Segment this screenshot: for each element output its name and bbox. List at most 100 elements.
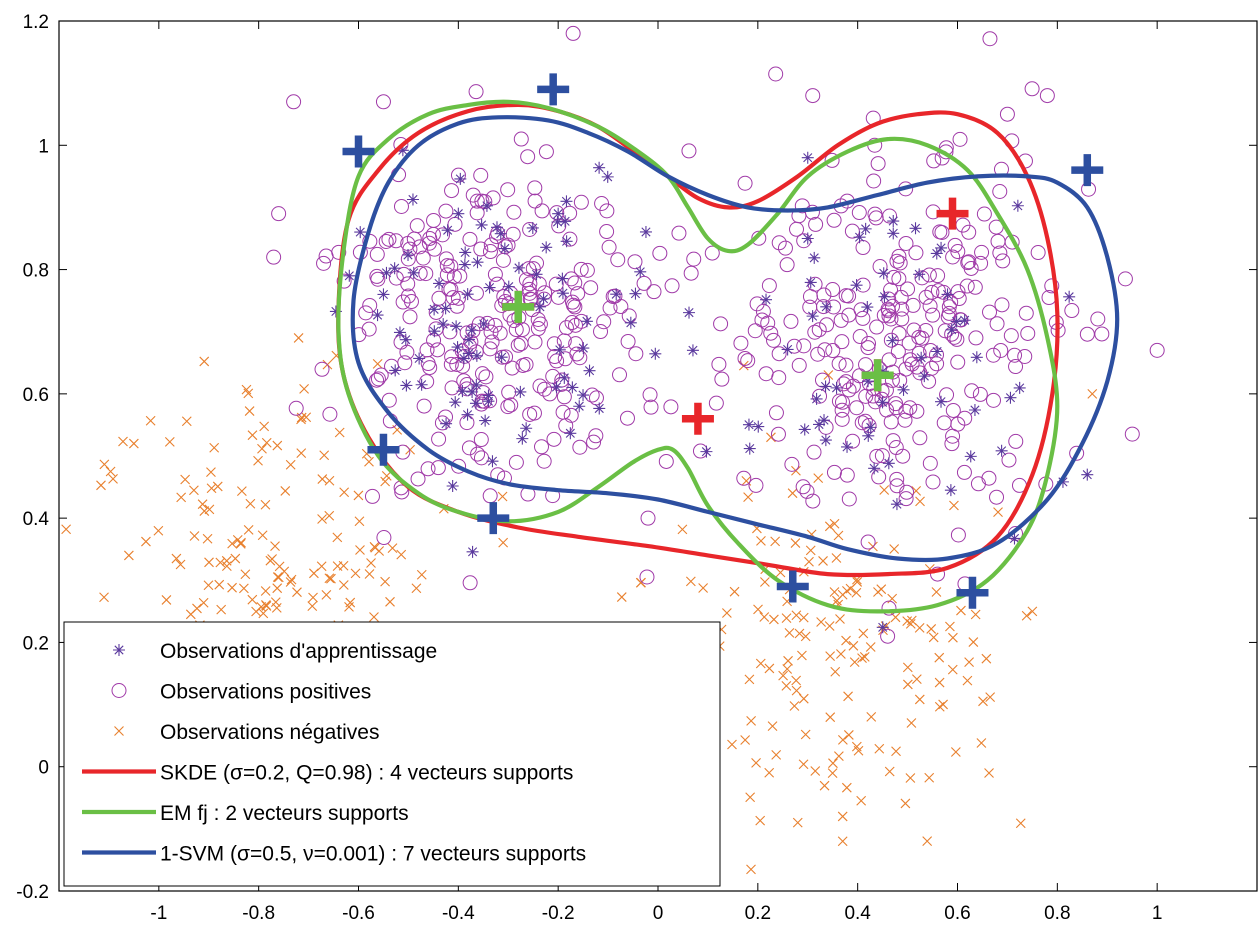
positive-point xyxy=(286,94,302,110)
legend-swatch-negative xyxy=(114,726,124,736)
positive-point xyxy=(430,460,446,476)
negative-point xyxy=(949,500,959,511)
positive-point xyxy=(1030,245,1046,261)
positive-point xyxy=(807,324,823,340)
negative-point xyxy=(858,628,869,639)
negative-point xyxy=(766,432,776,443)
positive-point xyxy=(1117,271,1133,287)
negative-point xyxy=(829,518,840,529)
negative-point xyxy=(931,587,942,597)
positive-point xyxy=(945,402,961,418)
negative-point xyxy=(813,473,824,483)
positive-point xyxy=(1008,359,1024,375)
training-point xyxy=(449,396,462,409)
training-point xyxy=(495,351,508,364)
negative-point xyxy=(767,721,778,732)
training-point xyxy=(512,261,525,274)
legend: Observations d'apprentissage Observations… xyxy=(63,621,721,887)
negative-point xyxy=(884,766,895,777)
positive-point xyxy=(708,395,724,411)
positive-point xyxy=(825,343,841,359)
negative-point xyxy=(760,577,770,587)
positive-point xyxy=(520,149,536,165)
positive-point xyxy=(799,483,815,499)
positive-point xyxy=(889,471,905,487)
positive-point xyxy=(565,25,581,41)
negative-point xyxy=(818,556,828,566)
positive-point xyxy=(784,456,800,472)
positive-point xyxy=(771,346,787,362)
training-point xyxy=(329,305,342,318)
x-tick-label: 0.4 xyxy=(844,903,871,924)
positive-point xyxy=(761,278,777,294)
positive-point xyxy=(841,382,857,398)
negative-point xyxy=(257,530,268,541)
svm-support-vector xyxy=(477,502,510,535)
negative-point xyxy=(180,474,191,485)
negative-point xyxy=(332,561,343,571)
positive-point xyxy=(941,299,957,315)
negative-point xyxy=(866,712,877,722)
negative-point xyxy=(308,592,318,603)
training-point xyxy=(968,404,981,417)
positive-point xyxy=(918,289,934,305)
negative-point xyxy=(216,604,227,615)
svm-support-vector xyxy=(956,576,989,609)
negative-point xyxy=(338,580,349,590)
positive-point xyxy=(416,398,432,414)
positive-point xyxy=(869,319,885,335)
positive-point xyxy=(870,156,886,172)
negative-point xyxy=(891,746,901,757)
training-point xyxy=(502,280,515,293)
negative-point xyxy=(857,653,867,664)
positive-point xyxy=(824,152,840,168)
positive-point xyxy=(737,175,753,191)
positive-point xyxy=(557,351,573,367)
em-boundary xyxy=(336,99,1060,614)
negative-point xyxy=(105,466,116,477)
negative-point xyxy=(332,532,343,543)
training-point xyxy=(477,317,490,330)
support-vectors xyxy=(342,73,1104,609)
positive-point xyxy=(964,383,980,399)
training-point xyxy=(583,364,596,377)
negative-point xyxy=(175,559,186,570)
negative-point xyxy=(321,589,332,600)
negative-point xyxy=(805,545,816,556)
training-point xyxy=(577,342,590,355)
positive-point xyxy=(431,290,447,306)
legend-swatch-training xyxy=(113,644,125,656)
training-point xyxy=(964,450,977,463)
negative-point xyxy=(259,421,270,432)
training-point xyxy=(465,324,478,337)
positive-point xyxy=(909,403,925,419)
positive-point xyxy=(992,245,1008,261)
positive-point xyxy=(664,278,680,294)
training-point xyxy=(950,315,963,328)
training-point xyxy=(813,418,826,431)
negative-point xyxy=(819,780,830,791)
positive-point xyxy=(974,244,990,260)
positive-point xyxy=(465,323,481,339)
negative-point xyxy=(744,674,755,685)
positive-point xyxy=(536,453,552,469)
training-point xyxy=(550,381,563,394)
positive-point xyxy=(921,373,937,389)
training-point xyxy=(377,288,390,301)
positive-point xyxy=(844,223,860,239)
training-point xyxy=(853,231,866,244)
negative-point xyxy=(924,772,935,783)
positive-point xyxy=(375,94,391,110)
negative-point xyxy=(759,612,770,622)
positive-point xyxy=(686,251,702,267)
training-point xyxy=(454,172,467,185)
positive-point xyxy=(1124,426,1140,442)
negative-point xyxy=(416,569,427,580)
positive-point xyxy=(671,225,687,241)
negative-point xyxy=(798,693,809,704)
positive-point xyxy=(434,415,450,431)
negative-point xyxy=(199,356,210,367)
positive-point xyxy=(999,106,1015,122)
positive-point xyxy=(583,280,599,296)
em-support-vector xyxy=(502,290,535,323)
